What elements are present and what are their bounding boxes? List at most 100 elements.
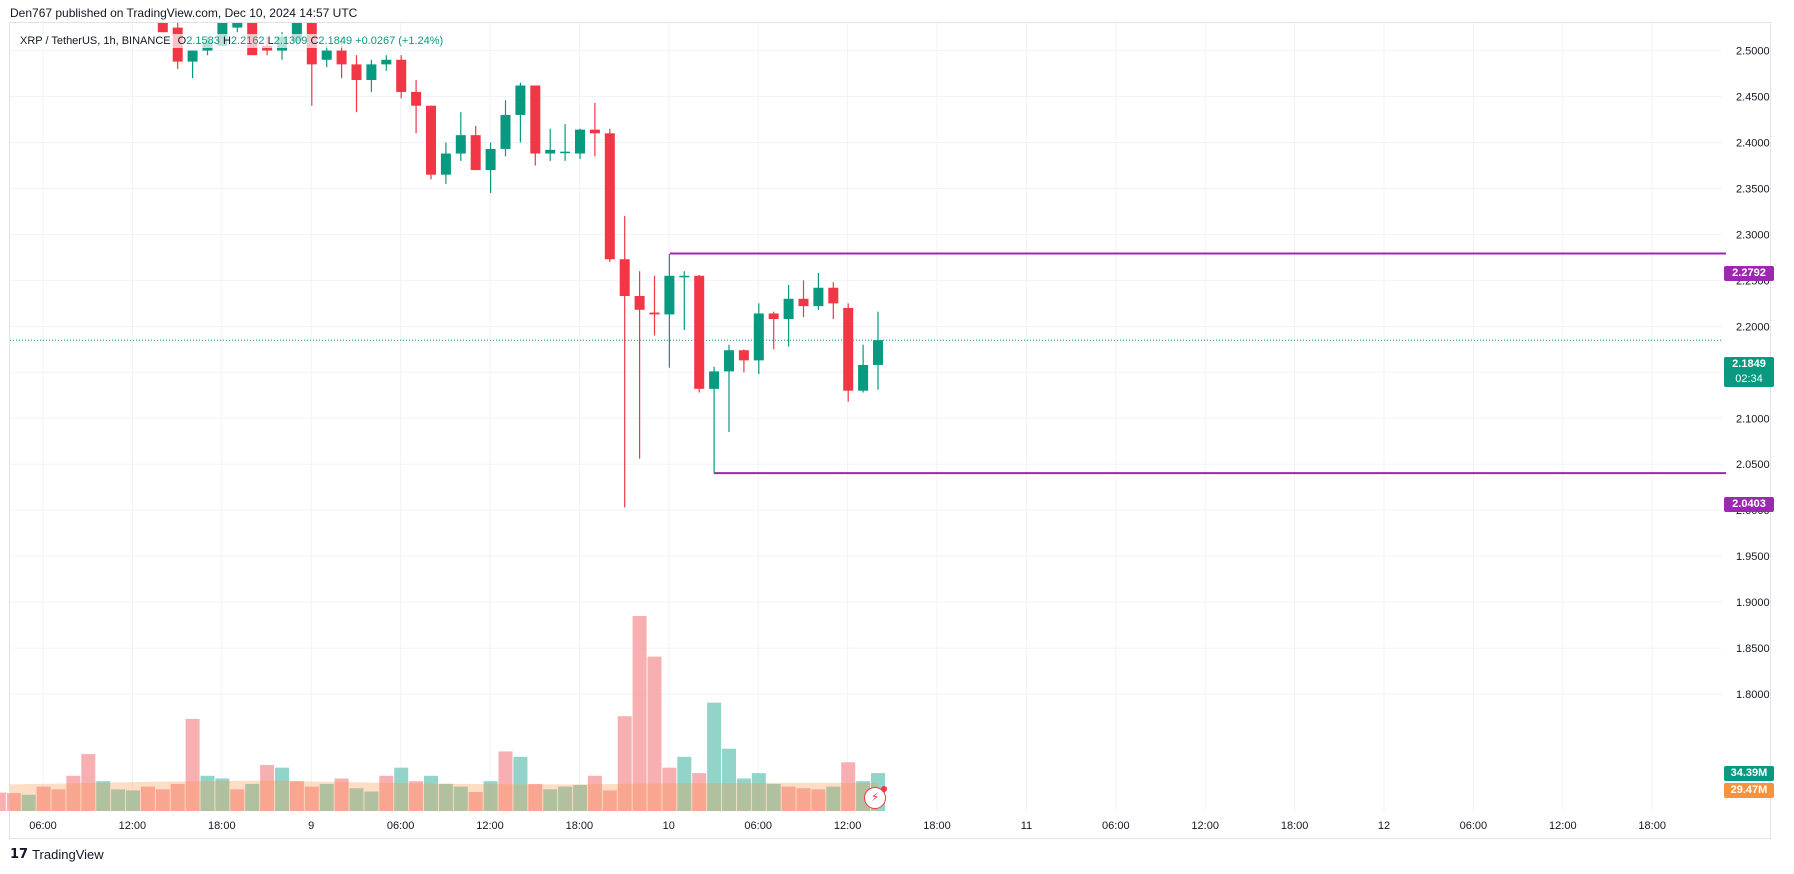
- candle-body: [575, 129, 585, 154]
- y-tick-label: 2.1000: [1736, 413, 1770, 425]
- y-tick-label: 1.9000: [1736, 597, 1770, 609]
- volume-bar: [573, 785, 587, 811]
- bar-countdown: 02:34: [1735, 373, 1763, 385]
- y-tick-label: 1.8500: [1736, 643, 1770, 655]
- volume-bar: [6, 793, 21, 811]
- y-tick-label: 2.4500: [1736, 92, 1770, 104]
- x-tick-label: 12:00: [1191, 820, 1219, 832]
- candle-body: [262, 45, 273, 51]
- candle-body: [515, 85, 526, 115]
- volume-bar: [36, 786, 51, 811]
- volume-bar: [394, 767, 409, 811]
- symbol-name: XRP / TetherUS, 1h, BINANCE: [20, 35, 171, 47]
- volume-bar: [811, 789, 826, 811]
- volume-bar: [424, 775, 438, 811]
- volume-bar: [602, 790, 617, 811]
- candle-body: [500, 114, 511, 149]
- volume-bar: [200, 775, 215, 811]
- support-level-tag: 2.0403: [1724, 497, 1774, 512]
- volume-bar: [587, 775, 602, 811]
- volume-bar: [21, 794, 36, 811]
- x-tick-label: 9: [308, 820, 314, 832]
- volume-bar: [51, 789, 66, 811]
- candle-body: [724, 350, 734, 372]
- candle-body: [589, 129, 600, 134]
- y-tick-label: 2.0500: [1736, 459, 1770, 471]
- x-tick-label: 06:00: [744, 820, 772, 832]
- volume-bar: [170, 783, 185, 811]
- candle-body: [843, 307, 854, 391]
- x-tick-label: 18:00: [923, 820, 951, 832]
- candle-body: [440, 153, 451, 175]
- candle-body: [530, 85, 541, 154]
- volume-bar: [140, 786, 155, 811]
- open-label: O: [177, 35, 187, 47]
- candle-body: [470, 135, 481, 171]
- x-tick-label: 11: [1021, 820, 1032, 832]
- volume-bar: [722, 748, 736, 811]
- volume-bar: [766, 783, 781, 811]
- candle-body: [351, 64, 362, 80]
- volume-bar: [558, 786, 573, 811]
- y-tick-label: 1.9500: [1736, 551, 1770, 563]
- resistance-level-tag: 2.2792: [1724, 266, 1774, 281]
- volume-bar: [409, 781, 424, 811]
- volume-bar: [468, 792, 483, 811]
- chart-frame: [9, 22, 1771, 839]
- candle-body: [366, 64, 377, 80]
- candle-body: [560, 151, 571, 154]
- open-value: 2.1583: [186, 35, 220, 47]
- y-tick-label: 2.4000: [1736, 138, 1770, 150]
- volume-bar: [528, 783, 543, 811]
- candle-body: [411, 91, 422, 106]
- candle-body: [604, 133, 615, 260]
- x-tick-label: 12:00: [834, 820, 862, 832]
- candle-body: [664, 275, 675, 315]
- last-price-tag: 2.1849 02:34: [1724, 357, 1774, 387]
- volume-bar: [617, 716, 632, 811]
- tradingview-brand[interactable]: 𝟭𝟳 TradingView: [10, 847, 104, 862]
- x-tick-label: 18:00: [1281, 820, 1309, 832]
- volume-bar: [543, 789, 558, 811]
- candle-body: [649, 312, 660, 315]
- lightning-icon[interactable]: ⚡: [864, 786, 887, 809]
- volume-bar: [96, 781, 111, 811]
- volume-bar: [677, 756, 692, 811]
- candle-body: [157, 23, 168, 33]
- low-label: L: [267, 35, 274, 47]
- volume-bar: [185, 718, 200, 811]
- candle-body: [858, 364, 869, 391]
- high-label: H: [222, 35, 231, 47]
- grid: [10, 23, 1722, 811]
- candle-body: [426, 105, 436, 175]
- volume-bar: [736, 778, 751, 811]
- x-tick-label: 18:00: [566, 820, 594, 832]
- candle-body: [291, 23, 302, 42]
- volume-bar: [692, 773, 707, 811]
- y-tick-label: 2.3000: [1736, 229, 1770, 241]
- candle-body: [455, 135, 466, 154]
- candle-body: [709, 371, 720, 389]
- volume-bar: [0, 792, 6, 811]
- y-tick-label: 2.5000: [1736, 46, 1770, 58]
- x-tick-label: 12:00: [119, 820, 147, 832]
- candle-body: [634, 296, 645, 310]
- symbol-legend: XRP / TetherUS, 1h, BINANCE O2.1583 H2.2…: [17, 34, 447, 48]
- change-value: +0.0267 (+1.24%): [355, 35, 444, 47]
- volume-bar: [81, 754, 96, 811]
- volume-bar: [111, 789, 126, 811]
- candle-body: [336, 50, 347, 65]
- candle-body: [753, 313, 764, 361]
- candle-body: [679, 275, 690, 278]
- volume-bar: [289, 781, 304, 811]
- candle-body: [768, 313, 779, 319]
- candle-body: [873, 340, 883, 365]
- candle-body: [828, 287, 839, 304]
- volume-tag: 34.39M: [1724, 766, 1774, 781]
- ohlc-values: O2.1583 H2.2162 L2.1309 C2.1849 +0.0267 …: [178, 35, 444, 47]
- candle-body: [738, 350, 749, 361]
- candle-body: [783, 298, 794, 319]
- candle-body: [694, 275, 705, 389]
- volume-bar: [453, 786, 468, 811]
